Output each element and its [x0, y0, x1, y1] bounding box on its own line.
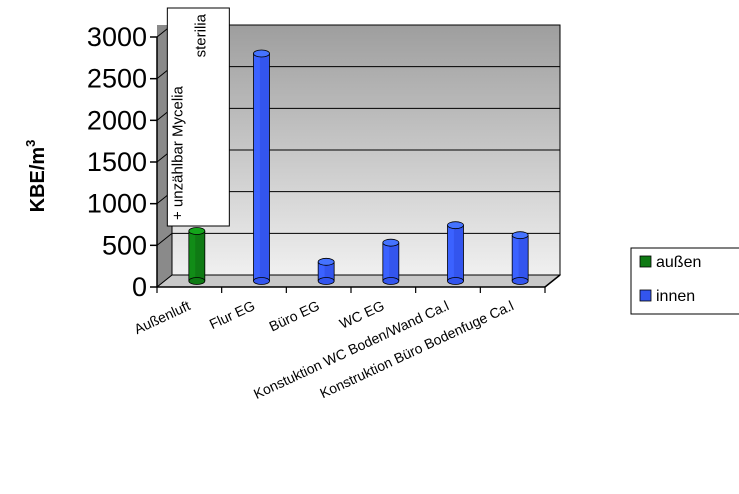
axes: [150, 36, 561, 293]
y-tick-label: 1000: [87, 189, 147, 219]
y-tick-label: 500: [102, 230, 147, 260]
bar-top: [511, 231, 529, 240]
category-label: Außenluft: [132, 297, 193, 337]
bar-innen-1: [253, 49, 270, 285]
y-tick-label: 2000: [87, 105, 147, 135]
legend-label: innen: [656, 288, 695, 305]
y-tick-label: 1500: [87, 147, 147, 177]
x-axis-end: [544, 274, 561, 288]
bar-top: [188, 227, 206, 235]
bar-innen-4: [447, 221, 464, 285]
bar-top: [382, 238, 400, 247]
bar-base: [188, 277, 206, 285]
bar-base: [253, 277, 270, 285]
bar-innen-3: [382, 238, 400, 285]
bar-top: [447, 221, 464, 230]
bar-highlight: [253, 53, 260, 281]
category-label: WC EG: [337, 297, 387, 332]
y-tick-label: 3000: [87, 22, 147, 52]
y-tick-label: 0: [132, 272, 147, 302]
legend-swatch: [639, 289, 652, 302]
legend-swatch: [639, 255, 652, 268]
y-tick-labels: 0 500 1000 1500 2000 2500 3000: [87, 22, 147, 302]
bars: [188, 49, 529, 285]
annotation-line: sterilia: [192, 13, 209, 57]
bar-highlight: [512, 235, 519, 281]
y-axis-label: KBE/m3: [23, 140, 49, 213]
category-label: Flur EG: [207, 297, 257, 332]
annotation-line: + unzählbar Mycelia: [169, 86, 186, 220]
bar-außen-0: [188, 227, 206, 285]
bar-base: [382, 277, 400, 285]
floor: [155, 274, 562, 288]
bar-base: [511, 277, 529, 285]
category-label: Büro EG: [267, 297, 322, 334]
annotation-box: [166, 7, 230, 227]
bar-top: [253, 49, 270, 58]
bar-highlight: [382, 242, 390, 281]
bar-innen-5: [511, 231, 529, 285]
bar-highlight: [318, 261, 325, 281]
bar-top: [317, 257, 335, 266]
bar-innen-2: [317, 257, 335, 285]
legend-label: außen: [656, 254, 701, 271]
category-labels: Außenluft Flur EG Büro EG WC EGKonstuktion …: [132, 297, 516, 402]
legend: außen innen: [630, 247, 739, 315]
bar-base: [317, 277, 335, 285]
bar-highlight: [447, 225, 454, 281]
bar-highlight: [188, 231, 196, 281]
bar-base: [447, 277, 464, 285]
y-tick-label: 2500: [87, 64, 147, 94]
annotation: + unzählbar Mycelia sterilia: [166, 7, 230, 227]
